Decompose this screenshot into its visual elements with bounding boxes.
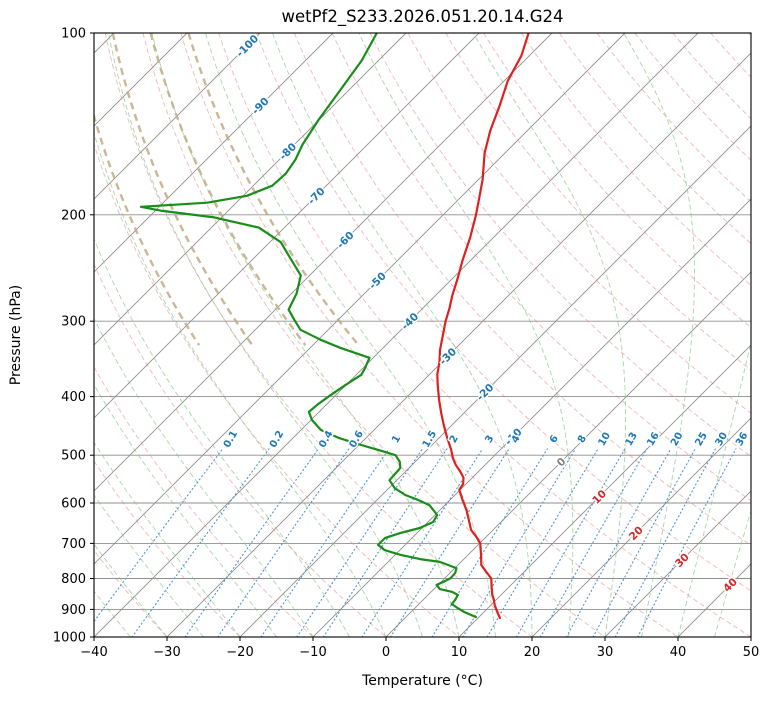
- x-tick-label: 50: [743, 645, 760, 660]
- y-tick-label: 700: [61, 537, 86, 552]
- upper-adiabat-lines: [94, 33, 360, 346]
- y-axis-label: Pressure (hPa): [8, 284, 24, 386]
- x-axis-label: Temperature (°C): [362, 673, 483, 689]
- mixing-ratio-lines: [94, 448, 737, 637]
- y-tick-label: 300: [61, 315, 86, 330]
- x-tick-label: 20: [524, 645, 541, 660]
- y-tick-label: 600: [61, 497, 86, 512]
- y-tick-label: 200: [61, 208, 86, 223]
- x-tick-label: 30: [597, 645, 614, 660]
- dry-adiabat-lines: [94, 33, 751, 637]
- x-tick-label: 0: [382, 645, 390, 660]
- temperature-profile: [436, 33, 530, 620]
- y-axis: 100 200 300 400 500 600 700 800 900 1000: [53, 27, 94, 646]
- x-axis: −40 −30 −20 −10 0 10 20 30 40 50: [80, 637, 759, 660]
- plot-border: [93, 32, 752, 638]
- y-tick-label: 900: [61, 603, 86, 618]
- y-tick-label: 400: [61, 390, 86, 405]
- y-tick-label: 500: [61, 449, 86, 464]
- x-tick-label: −40: [80, 645, 107, 660]
- x-tick-label: 40: [670, 645, 687, 660]
- y-tick-label: 1000: [53, 631, 86, 646]
- y-tick-label: 100: [61, 27, 86, 42]
- dewpoint-profile: [139, 33, 478, 619]
- isotherm-lines: [94, 33, 751, 637]
- x-tick-label: −20: [226, 645, 253, 660]
- moist-adiabat-lines: [94, 33, 751, 637]
- x-tick-label: −10: [299, 645, 326, 660]
- y-tick-label: 800: [61, 572, 86, 587]
- x-tick-label: −30: [153, 645, 180, 660]
- chart-title: wetPf2_S233.2026.051.20.14.G24: [281, 7, 564, 26]
- x-tick-label: 10: [451, 645, 468, 660]
